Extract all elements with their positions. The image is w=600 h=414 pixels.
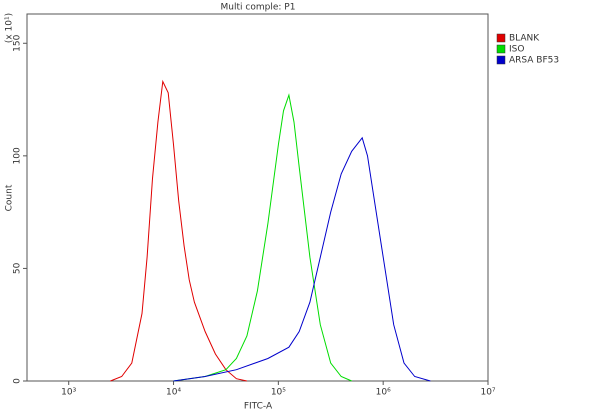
- legend-label: BLANK: [509, 34, 540, 44]
- y-tick-label: 50: [13, 262, 23, 274]
- y-tick-label: 0: [13, 378, 23, 384]
- y-multiplier: (x 10¹): [5, 13, 15, 43]
- legend-label: ISO: [509, 45, 524, 55]
- x-tick-label: 10³: [61, 388, 76, 398]
- histogram-line: [110, 79, 248, 382]
- legend-swatch: [496, 33, 506, 43]
- histogram-line: [173, 136, 431, 382]
- x-tick-label: 10⁴: [166, 388, 181, 398]
- x-axis-label: FITC-A: [244, 402, 273, 412]
- x-tick-label: 10⁷: [480, 388, 495, 398]
- chart-title: Multi comple: P1: [221, 3, 296, 13]
- legend-label: ARSA BF53: [509, 56, 559, 66]
- y-tick-label: 150: [13, 34, 23, 51]
- histogram-line: [173, 93, 352, 382]
- y-axis-label: Count: [5, 184, 15, 211]
- y-tick-label: 100: [13, 147, 23, 164]
- plot-frame: [26, 13, 489, 382]
- legend-swatch: [496, 55, 506, 65]
- legend-swatch: [496, 44, 506, 54]
- x-tick-label: 10⁵: [271, 388, 286, 398]
- x-tick-label: 10⁶: [376, 388, 391, 398]
